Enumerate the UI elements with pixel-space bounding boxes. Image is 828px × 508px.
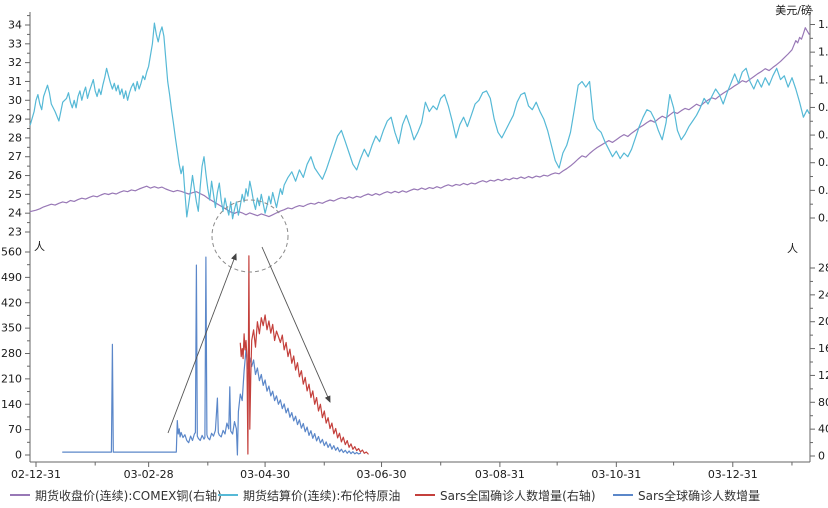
legend-item-comex-copper: 期货收盘价(连续):COMEX铜(右轴) <box>10 484 222 506</box>
svg-text:0.72: 0.72 <box>818 212 828 225</box>
svg-text:70: 70 <box>8 423 22 436</box>
svg-text:1.08: 1.08 <box>818 46 828 59</box>
sars-china-line <box>239 255 369 455</box>
annotation-arrow-1 <box>167 253 237 434</box>
legend-label: Sars全球确诊人数增量 <box>638 488 761 503</box>
svg-text:560: 560 <box>1 246 22 259</box>
top-right-axis-unit-label: 美元/磅 <box>775 3 812 17</box>
svg-text:25: 25 <box>8 188 22 201</box>
annotation-arrow-2 <box>261 246 331 403</box>
svg-text:120: 120 <box>818 369 828 382</box>
legend-line-swatch-red-icon <box>415 494 435 496</box>
svg-text:80: 80 <box>818 396 828 409</box>
svg-text:280: 280 <box>1 347 22 360</box>
svg-text:280: 280 <box>818 261 828 274</box>
svg-text:03-12-31: 03-12-31 <box>708 468 758 481</box>
svg-text:240: 240 <box>818 288 828 301</box>
svg-text:03-02-28: 03-02-28 <box>124 468 174 481</box>
legend-label: 期货结算价(连续):布伦特原油 <box>243 488 401 503</box>
axes <box>29 12 811 463</box>
svg-text:350: 350 <box>1 322 22 335</box>
svg-text:1.14: 1.14 <box>818 18 828 31</box>
legend-label: Sars全国确诊人数增量(右轴) <box>440 488 596 503</box>
legend-item-sars-global: Sars全球确诊人数增量 <box>613 484 760 506</box>
series-lines <box>29 22 810 456</box>
axis-ticks: 23 24 25 26 27 28 29 30 31 32 33 34 0.72 0.78 0.84 0.90… <box>1 10 828 481</box>
brent-line <box>29 22 810 220</box>
svg-text:34: 34 <box>8 18 22 31</box>
legend-item-sars-china: Sars全国确诊人数增量(右轴) <box>415 484 596 506</box>
svg-text:26: 26 <box>8 169 22 182</box>
legend-label: 期货收盘价(连续):COMEX铜(右轴) <box>35 488 222 503</box>
svg-text:03-04-30: 03-04-30 <box>240 468 290 481</box>
svg-text:0.84: 0.84 <box>818 156 828 169</box>
svg-text:420: 420 <box>1 296 22 309</box>
svg-text:27: 27 <box>8 150 22 163</box>
svg-text:0.96: 0.96 <box>818 101 828 114</box>
svg-text:140: 140 <box>1 398 22 411</box>
chart-legend: 期货收盘价(连续):COMEX铜(右轴) 期货结算价(连续):布伦特原油 Sar… <box>0 484 828 506</box>
svg-text:200: 200 <box>818 315 828 328</box>
svg-text:03-10-31: 03-10-31 <box>591 468 641 481</box>
svg-text:0.90: 0.90 <box>818 129 828 142</box>
svg-text:02-12-31: 02-12-31 <box>11 468 61 481</box>
svg-text:29: 29 <box>8 113 22 126</box>
svg-text:490: 490 <box>1 271 22 284</box>
svg-text:30: 30 <box>8 94 22 107</box>
svg-text:0.78: 0.78 <box>818 184 828 197</box>
svg-text:23: 23 <box>8 226 22 239</box>
sars-global-line <box>62 256 362 456</box>
highlight-circle <box>211 199 289 273</box>
svg-text:24: 24 <box>8 207 22 220</box>
svg-text:160: 160 <box>818 342 828 355</box>
bottom-left-axis-unit-label: 人 <box>34 240 45 253</box>
svg-text:32: 32 <box>8 56 22 69</box>
legend-line-swatch-blue-icon <box>613 494 633 496</box>
svg-text:33: 33 <box>8 37 22 50</box>
svg-text:31: 31 <box>8 75 22 88</box>
svg-text:1.02: 1.02 <box>818 73 828 86</box>
svg-text:0: 0 <box>15 449 22 462</box>
annotations <box>167 199 331 434</box>
legend-line-swatch-purple-icon <box>10 494 30 496</box>
svg-text:03-08-31: 03-08-31 <box>475 468 525 481</box>
svg-text:0: 0 <box>818 450 825 463</box>
comex-copper-line <box>29 27 810 218</box>
legend-line-swatch-cyan-icon <box>218 494 238 496</box>
chart-canvas: 23 24 25 26 27 28 29 30 31 32 33 34 0.72 0.78 0.84 0.90… <box>1 3 828 481</box>
svg-text:28: 28 <box>8 131 22 144</box>
svg-text:40: 40 <box>818 423 828 436</box>
bottom-right-axis-unit-label: 人 <box>787 242 798 255</box>
svg-text:03-06-30: 03-06-30 <box>357 468 407 481</box>
svg-text:210: 210 <box>1 372 22 385</box>
legend-item-brent-oil: 期货结算价(连续):布伦特原油 <box>218 484 400 506</box>
